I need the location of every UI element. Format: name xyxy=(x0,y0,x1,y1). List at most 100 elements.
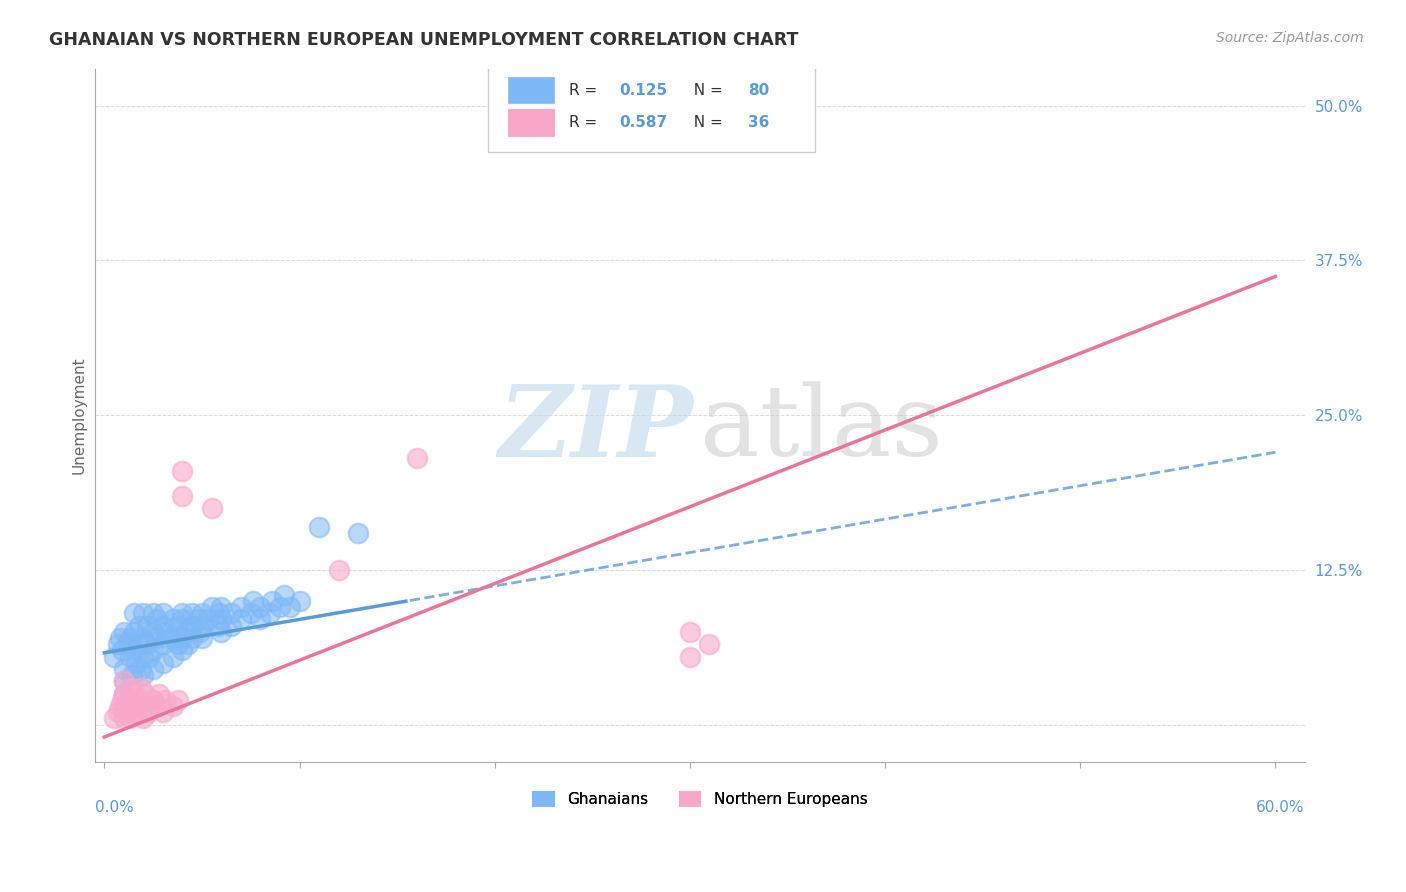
Point xyxy=(172,464,194,478)
Point xyxy=(107,637,129,651)
Point xyxy=(103,711,125,725)
Point xyxy=(679,649,702,664)
Point xyxy=(197,612,219,626)
Point xyxy=(152,606,174,620)
Point xyxy=(162,631,184,645)
Point xyxy=(278,600,301,615)
Point xyxy=(112,624,135,639)
Text: atlas: atlas xyxy=(700,381,942,477)
Point xyxy=(172,612,194,626)
Point xyxy=(191,618,214,632)
Point xyxy=(229,612,252,626)
Point xyxy=(176,624,198,639)
Text: N =: N = xyxy=(683,115,727,130)
Point xyxy=(143,631,166,645)
Point xyxy=(111,693,134,707)
Point xyxy=(112,674,135,689)
Point xyxy=(142,662,165,676)
Point xyxy=(118,681,141,695)
FancyBboxPatch shape xyxy=(509,110,554,136)
Point xyxy=(181,618,204,632)
Text: 0.587: 0.587 xyxy=(620,115,668,130)
Point xyxy=(152,618,174,632)
Point xyxy=(112,711,135,725)
Point xyxy=(167,693,190,707)
Legend: Ghanaians, Northern Europeans: Ghanaians, Northern Europeans xyxy=(526,785,873,814)
Point xyxy=(167,618,190,632)
Point xyxy=(122,699,145,714)
Point xyxy=(219,606,242,620)
Point xyxy=(122,687,145,701)
Point xyxy=(132,711,155,725)
Point xyxy=(112,699,135,714)
Point xyxy=(209,612,232,626)
Point xyxy=(112,687,135,701)
Point xyxy=(114,706,136,720)
Point xyxy=(132,668,155,682)
Point xyxy=(132,606,155,620)
Point xyxy=(156,631,179,645)
Point xyxy=(259,606,281,620)
Text: 36: 36 xyxy=(748,115,769,130)
Text: ZIP: ZIP xyxy=(499,381,693,477)
Text: Source: ZipAtlas.com: Source: ZipAtlas.com xyxy=(1216,31,1364,45)
Point xyxy=(209,600,232,615)
Point xyxy=(108,631,131,645)
Point xyxy=(122,606,145,620)
Point xyxy=(138,649,160,664)
Point xyxy=(699,637,721,651)
Text: N =: N = xyxy=(683,83,727,97)
FancyBboxPatch shape xyxy=(488,65,814,152)
Point xyxy=(117,637,139,651)
Point xyxy=(207,618,229,632)
Point xyxy=(153,693,176,707)
Point xyxy=(242,594,264,608)
Text: 0.125: 0.125 xyxy=(620,83,668,97)
Text: 60.0%: 60.0% xyxy=(1256,800,1305,815)
Point xyxy=(201,600,224,615)
Point xyxy=(131,662,153,676)
Point xyxy=(172,606,194,620)
Point xyxy=(128,618,150,632)
Point xyxy=(152,706,174,720)
Point xyxy=(209,624,232,639)
Y-axis label: Unemployment: Unemployment xyxy=(72,356,86,474)
FancyBboxPatch shape xyxy=(509,77,554,103)
Point xyxy=(308,519,330,533)
Point xyxy=(167,637,190,651)
Point xyxy=(132,631,155,645)
Point xyxy=(187,612,209,626)
Point xyxy=(177,637,200,651)
Text: R =: R = xyxy=(569,83,602,97)
Point xyxy=(181,606,204,620)
Point xyxy=(111,643,134,657)
Text: GHANAIAN VS NORTHERN EUROPEAN UNEMPLOYMENT CORRELATION CHART: GHANAIAN VS NORTHERN EUROPEAN UNEMPLOYME… xyxy=(49,31,799,49)
Point xyxy=(191,631,214,645)
Point xyxy=(142,624,165,639)
Point xyxy=(118,649,141,664)
Point xyxy=(148,687,170,701)
Point xyxy=(122,624,145,639)
Point xyxy=(249,600,271,615)
Point xyxy=(191,606,214,620)
Point xyxy=(124,706,146,720)
Point xyxy=(152,637,174,651)
Point xyxy=(127,637,149,651)
Point xyxy=(112,674,135,689)
Point xyxy=(162,612,184,626)
Point xyxy=(201,501,224,516)
Point xyxy=(162,699,184,714)
Point xyxy=(273,588,295,602)
Point xyxy=(112,687,135,701)
Point xyxy=(136,618,159,632)
Point xyxy=(152,656,174,670)
Point xyxy=(146,699,169,714)
Point xyxy=(142,643,165,657)
Point xyxy=(108,699,131,714)
Point xyxy=(132,649,155,664)
Point xyxy=(229,600,252,615)
Point xyxy=(117,693,139,707)
Point xyxy=(188,624,211,639)
Point xyxy=(142,693,165,707)
Point xyxy=(131,681,153,695)
